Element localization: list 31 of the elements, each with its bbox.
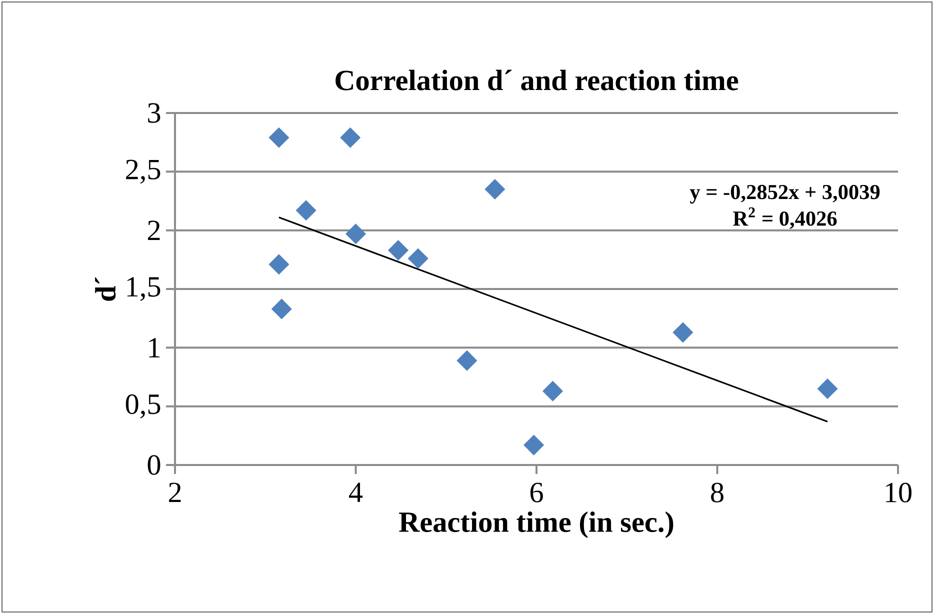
point <box>672 322 694 343</box>
point <box>484 179 506 200</box>
point <box>542 380 563 402</box>
annotation: y = -0,2852x + 3,0039 <box>690 184 880 204</box>
y-tick-label: 1 <box>149 338 160 358</box>
y-tick-label: 2,5 <box>126 160 160 184</box>
chart-title: Correlation d´ and reaction time <box>336 70 738 90</box>
point <box>456 350 478 371</box>
point <box>296 200 316 221</box>
point <box>524 434 544 456</box>
annotation: R$^{2}$ = 0,4026 <box>733 207 837 229</box>
point <box>271 298 292 320</box>
x-tick-label: 8 <box>711 482 724 502</box>
y-tick-label: 0 <box>148 455 160 475</box>
y-axis-title: d´ <box>95 277 116 301</box>
point <box>408 248 428 269</box>
y-tick-label: 1,5 <box>127 277 160 301</box>
point <box>346 224 366 244</box>
x-tick-label: 10 <box>886 482 912 502</box>
point <box>388 240 408 260</box>
y-tick-label: 2 <box>148 220 160 240</box>
x-tick-label: 6 <box>530 482 543 502</box>
x-tick-label: 2 <box>168 482 181 502</box>
point <box>268 127 290 148</box>
x-tick-label: 4 <box>349 482 363 502</box>
y-tick-label: 0,5 <box>126 394 160 418</box>
point <box>817 378 838 399</box>
point <box>340 127 360 148</box>
point <box>268 254 290 275</box>
y-tick-label: 3 <box>148 103 160 123</box>
x-axis-title: Reaction time (in sec.) <box>399 512 674 538</box>
